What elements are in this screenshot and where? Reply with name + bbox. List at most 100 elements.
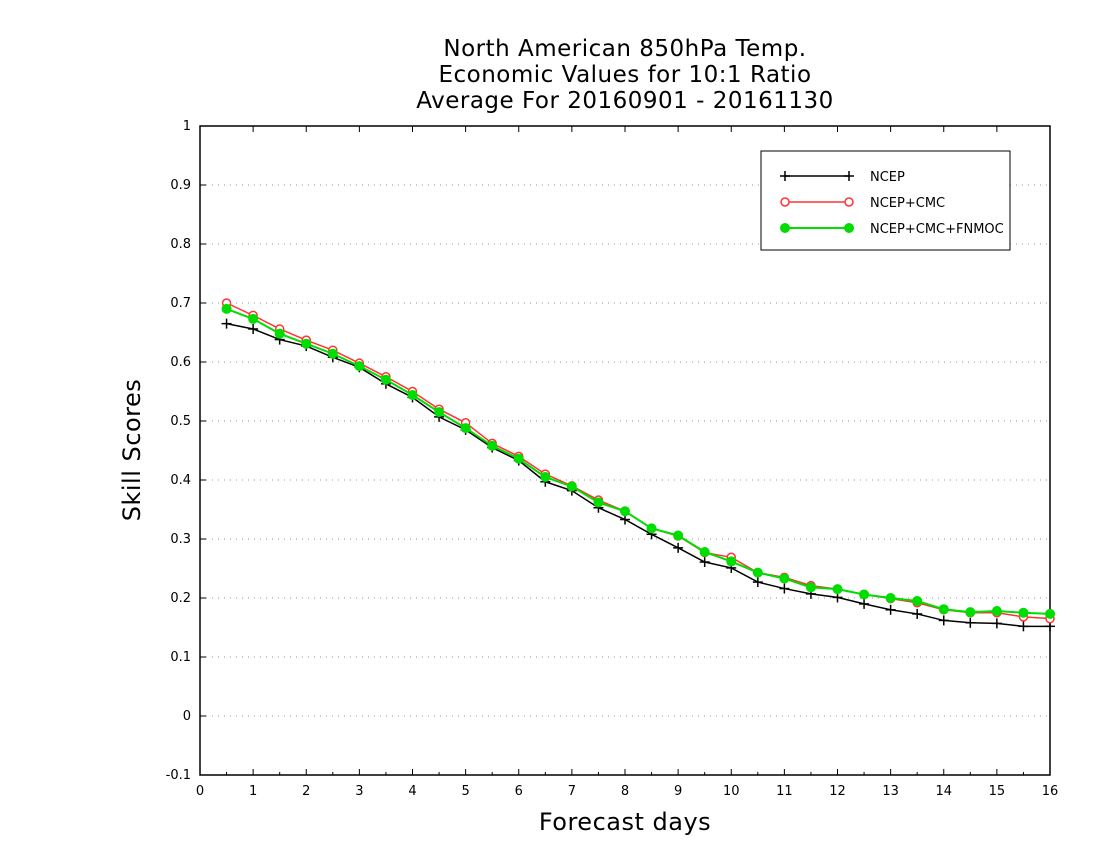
series-line <box>226 322 1050 628</box>
data-point-plus <box>859 598 870 609</box>
y-tick-label: 0.1 <box>170 650 191 665</box>
y-tick-label: -0.1 <box>166 768 191 783</box>
data-point-filled-circle <box>844 223 854 233</box>
title-line-3: Average For 20160901 - 20161130 <box>416 88 834 114</box>
data-point-plus <box>248 323 259 334</box>
data-point-plus <box>912 608 923 619</box>
x-tick-label: 3 <box>355 784 363 799</box>
axis-ticks: -0.100.10.20.30.40.50.60.70.80.910 1 2 3 4 5 6… <box>166 119 1059 799</box>
data-point-plus <box>991 618 1002 629</box>
data-point-filled-circle <box>354 361 365 372</box>
data-point-filled-circle <box>965 607 976 618</box>
x-tick-label: 15 <box>989 784 1006 799</box>
chart-title: North American 850hPa Temp. Economic Val… <box>0 36 1100 114</box>
data-point-filled-circle <box>593 497 604 508</box>
x-tick-label: 12 <box>829 784 846 799</box>
y-tick-label: 0.8 <box>170 237 191 252</box>
data-point-plus <box>965 617 976 628</box>
data-point-filled-circle <box>301 338 312 349</box>
y-tick-label: 0.7 <box>170 296 191 311</box>
data-point-filled-circle <box>938 604 949 615</box>
series-ncep <box>221 318 1055 632</box>
legend-entry: NCEP <box>780 170 905 185</box>
data-point-filled-circle <box>991 605 1002 616</box>
y-tick-label: 1 <box>183 119 191 134</box>
y-tick-label: 0.4 <box>170 473 191 488</box>
data-point-filled-circle <box>859 589 870 600</box>
data-point-plus <box>938 615 949 626</box>
x-tick-label: 5 <box>461 784 469 799</box>
x-tick-label: 8 <box>621 784 629 799</box>
x-tick-label: 4 <box>408 784 416 799</box>
data-point-filled-circle <box>566 481 577 492</box>
legend-entry: NCEP+CMC <box>780 196 945 211</box>
x-axis-label: Forecast days <box>538 808 712 836</box>
x-tick-label: 2 <box>302 784 310 799</box>
data-point-open-circle <box>844 197 854 207</box>
data-point-filled-circle <box>487 440 498 451</box>
data-point-filled-circle <box>407 390 418 401</box>
series-line <box>226 302 1051 620</box>
data-point-filled-circle <box>885 593 896 603</box>
series-line <box>226 307 1051 615</box>
data-point-filled-circle <box>673 530 684 541</box>
legend-label: NCEP+CMC <box>870 196 945 211</box>
data-point-filled-circle <box>805 582 816 593</box>
series-group <box>221 298 1055 632</box>
y-tick-label: 0.3 <box>170 532 191 547</box>
data-point-filled-circle <box>434 407 445 418</box>
data-point-plus <box>844 171 854 181</box>
data-point-filled-circle <box>832 584 843 595</box>
data-point-filled-circle <box>620 506 630 517</box>
data-point-plus <box>673 542 684 553</box>
x-tick-label: 13 <box>882 784 899 799</box>
data-point-filled-circle <box>752 567 763 578</box>
y-tick-label: 0.2 <box>170 591 191 606</box>
data-point-plus <box>221 318 232 329</box>
data-point-plus <box>1018 621 1029 632</box>
legend: NCEP NCEP+CMC NCEP+CMC+FNMOC <box>760 150 1011 251</box>
data-point-plus <box>699 557 710 568</box>
y-tick-label: 0.6 <box>170 355 191 370</box>
x-tick-label: 7 <box>568 784 576 799</box>
legend-label: NCEP <box>870 170 905 185</box>
data-point-filled-circle <box>1045 608 1055 619</box>
x-tick-label: 1 <box>249 784 257 799</box>
x-tick-label: 10 <box>723 784 740 799</box>
series-ncep-cmc-fnmoc <box>221 303 1055 619</box>
data-point-plus <box>779 583 790 594</box>
data-point-filled-circle <box>274 328 285 339</box>
legend-entry: NCEP+CMC+FNMOC <box>780 222 1004 237</box>
data-point-filled-circle <box>1018 607 1029 618</box>
data-point-filled-circle <box>779 573 790 584</box>
data-point-filled-circle <box>380 374 391 385</box>
y-tick-label: 0 <box>183 709 191 724</box>
data-point-filled-circle <box>460 423 471 434</box>
data-point-plus <box>752 577 763 588</box>
data-point-plus <box>780 171 790 181</box>
title-line-1: North American 850hPa Temp. <box>443 36 807 62</box>
data-point-filled-circle <box>248 313 259 324</box>
x-tick-label: 6 <box>515 784 523 799</box>
grid-lines <box>200 184 1050 717</box>
x-tick-label: 9 <box>674 784 682 799</box>
series-ncep-cmc <box>221 298 1055 624</box>
data-point-open-circle <box>780 197 790 207</box>
data-point-filled-circle <box>513 453 524 464</box>
y-tick-label: 0.5 <box>170 414 191 429</box>
y-tick-label: 0.9 <box>170 178 191 193</box>
data-point-filled-circle <box>699 546 710 557</box>
data-point-filled-circle <box>646 523 657 534</box>
legend-label: NCEP+CMC+FNMOC <box>870 222 1004 237</box>
legend-box <box>760 150 1011 251</box>
data-point-filled-circle <box>780 223 790 233</box>
x-tick-label: 0 <box>196 784 204 799</box>
data-point-plus <box>885 604 896 615</box>
data-point-filled-circle <box>540 472 551 483</box>
x-tick-label: 16 <box>1042 784 1059 799</box>
data-point-filled-circle <box>726 556 737 567</box>
data-point-filled-circle <box>912 595 923 606</box>
title-line-2: Economic Values for 10:1 Ratio <box>438 62 812 88</box>
data-point-filled-circle <box>221 303 232 314</box>
